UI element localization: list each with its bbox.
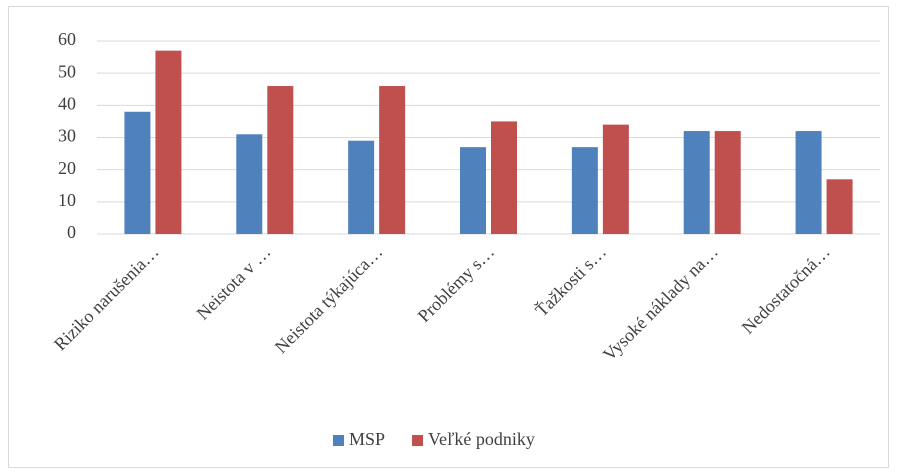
bar <box>571 147 598 234</box>
bar <box>602 124 629 234</box>
bar <box>795 131 822 234</box>
bar <box>460 147 486 234</box>
bar <box>379 86 406 235</box>
bar <box>683 131 710 234</box>
bar <box>124 111 151 234</box>
bar <box>826 179 853 234</box>
y-tick-label: 40 <box>58 93 76 113</box>
y-tick-label: 60 <box>58 29 76 49</box>
bar <box>236 134 263 234</box>
legend-label: Veľké podniky <box>428 429 535 449</box>
legend-swatch <box>412 435 424 446</box>
y-tick-label: 50 <box>58 61 76 81</box>
bar <box>155 50 182 235</box>
bar <box>714 131 741 234</box>
y-tick-label: 10 <box>58 190 76 210</box>
bar <box>491 121 517 234</box>
legend-swatch <box>333 435 344 446</box>
legend-label: MSP <box>349 429 385 449</box>
chart-border <box>8 6 889 468</box>
bar <box>267 86 294 235</box>
y-tick-label: 0 <box>67 222 76 242</box>
y-tick-label: 20 <box>58 158 76 178</box>
bar <box>348 140 375 234</box>
y-tick-label: 30 <box>58 126 76 146</box>
